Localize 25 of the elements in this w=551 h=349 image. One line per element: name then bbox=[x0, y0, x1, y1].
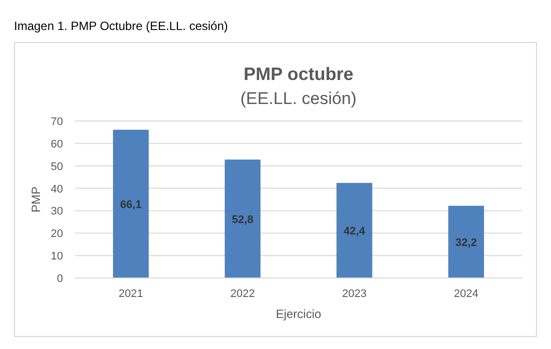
y-tick-label: 30 bbox=[50, 206, 63, 218]
y-tick-label: 20 bbox=[50, 228, 63, 240]
y-tick-label: 0 bbox=[56, 273, 63, 285]
y-tick-label: 70 bbox=[50, 116, 63, 128]
x-tick-label: 2024 bbox=[454, 288, 478, 300]
data-label: 52,8 bbox=[232, 214, 254, 226]
x-tick-label: 2022 bbox=[230, 288, 255, 300]
bar bbox=[448, 206, 484, 278]
text: Imagen 1. PMP Octubre (EE.LL. cesión) bbox=[14, 19, 228, 33]
y-tick-label: 10 bbox=[50, 250, 63, 263]
data-label: 32,2 bbox=[455, 236, 477, 249]
y-tick-label: 60 bbox=[50, 138, 63, 150]
data-label: 42,4 bbox=[344, 225, 366, 238]
chart-subtitle: (EE.LL. cesión) bbox=[240, 89, 357, 108]
x-tick-label: 2021 bbox=[118, 288, 144, 300]
data-label: 66,1 bbox=[120, 198, 142, 211]
y-tick-label: 40 bbox=[50, 183, 63, 196]
y-tick-label: 50 bbox=[50, 160, 63, 173]
y-axis-title: PMP bbox=[29, 186, 43, 213]
bar bbox=[336, 182, 372, 278]
bar bbox=[224, 160, 261, 278]
bar bbox=[112, 130, 149, 278]
x-axis-title: Ejercicio bbox=[276, 307, 322, 321]
x-tick-label: 2023 bbox=[342, 288, 367, 300]
chart-title: PMP octubre bbox=[244, 64, 354, 84]
